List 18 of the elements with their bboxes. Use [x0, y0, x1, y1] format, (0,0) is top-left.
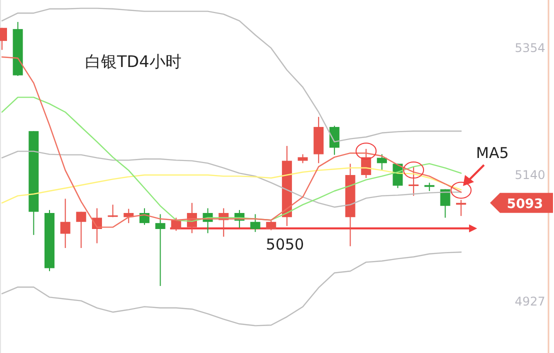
candlestick [60, 198, 70, 248]
text: 5093 [506, 196, 544, 212]
text: 白银TD4小时 [85, 52, 182, 71]
candlestick [408, 166, 419, 196]
candlestick [155, 214, 166, 286]
y-tick-label: 5140 [514, 168, 546, 182]
y-tick-label: 5354 [514, 41, 546, 56]
candlestick [266, 220, 276, 231]
y-tick-label: 4927 [514, 294, 546, 308]
candlestick [250, 214, 260, 232]
text: MA5 [476, 144, 509, 162]
line-series [1, 252, 462, 326]
ref-line-label: 5050 [266, 235, 304, 254]
candlestick [108, 204, 118, 218]
candlestick [171, 217, 182, 232]
candlestick [440, 188, 450, 218]
candlestick [329, 125, 340, 156]
candlestick [76, 211, 86, 248]
